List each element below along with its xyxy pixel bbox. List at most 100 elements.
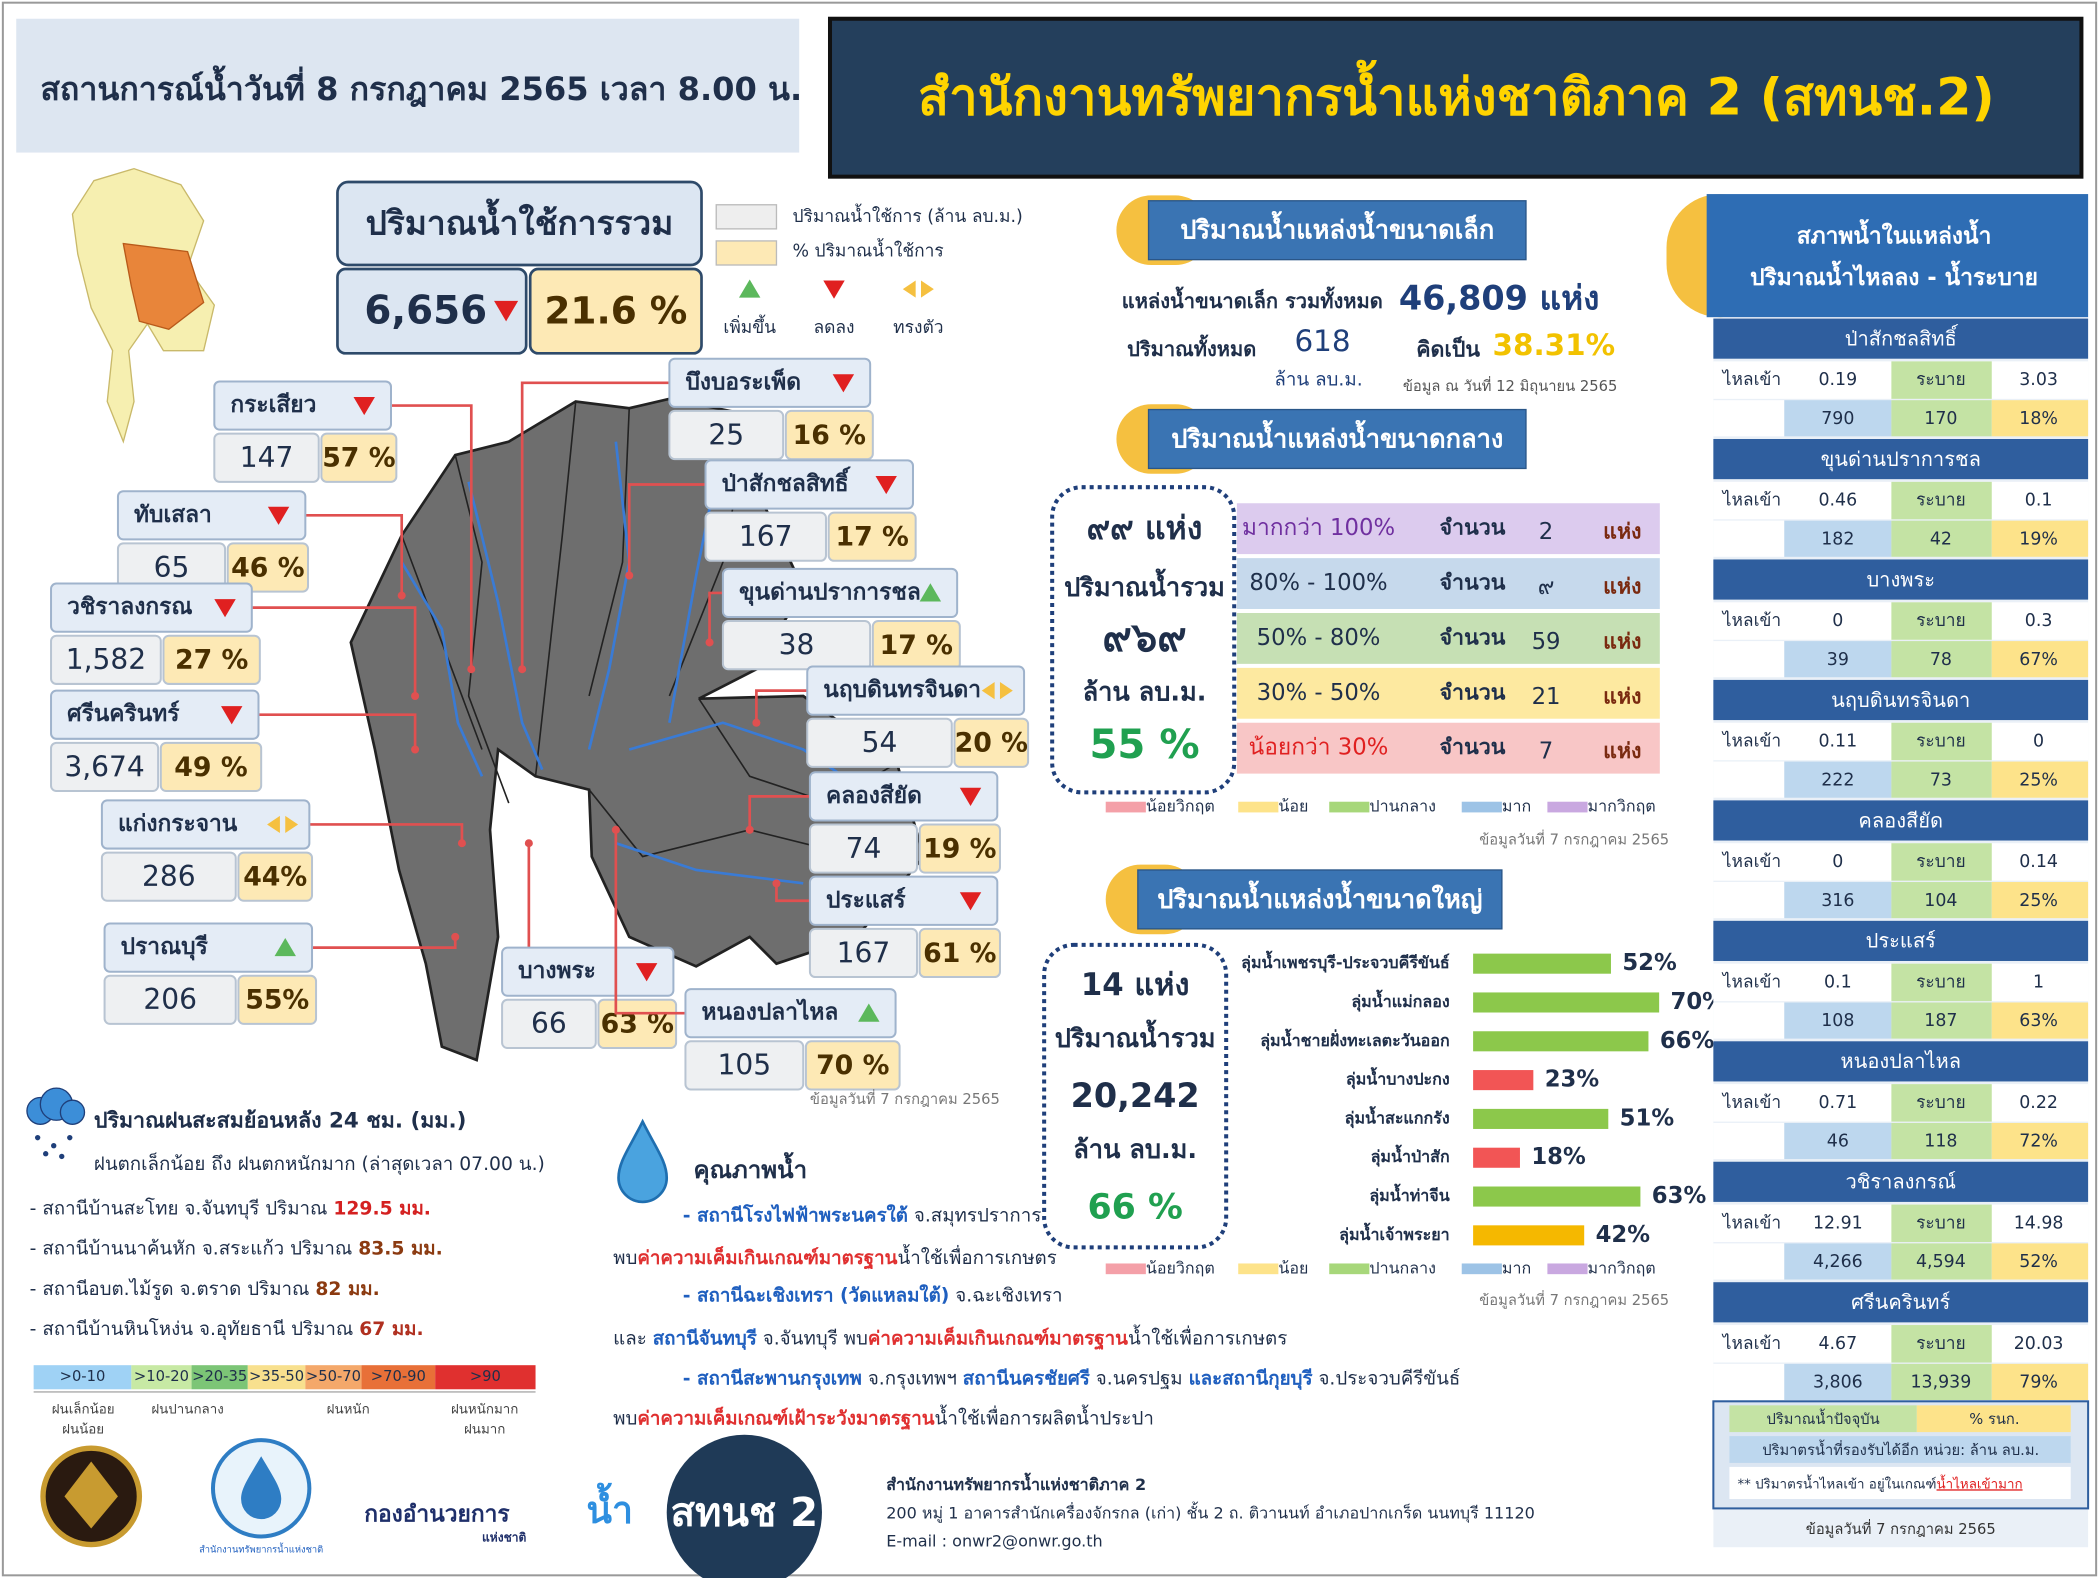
garuda-emblem	[64, 1461, 118, 1529]
inflow-label: ไหลเข้า	[1721, 1092, 1781, 1113]
panel-title-box	[1706, 194, 2089, 318]
rain-scale-cell	[131, 1365, 192, 1390]
table-cell	[1991, 761, 2089, 798]
percent: 25%	[2019, 770, 2058, 790]
trend-icon	[221, 706, 243, 725]
medium-volume-label: ปริมาณน้ำรวม	[1064, 568, 1225, 602]
rain-cloud-icon	[59, 1099, 86, 1125]
trend-icon	[875, 475, 897, 495]
total-volume-box	[336, 267, 528, 355]
level-count-label: จำนวน	[1440, 735, 1506, 760]
percent: 79%	[2019, 1373, 2058, 1393]
table-title: ป่าสักชลสิทธิ์	[1845, 323, 1959, 350]
table-cell	[1891, 481, 1992, 520]
reservoir-name-box	[501, 946, 675, 997]
rain-scale-cell	[361, 1365, 436, 1390]
medium-volume: ๙๖๙	[1102, 615, 1186, 661]
table-cell	[1784, 641, 1892, 678]
badge-text: สทนช 2	[671, 1490, 819, 1536]
reservoir-percent: 17 %	[880, 630, 953, 661]
reservoir-name-box	[806, 665, 1026, 716]
reservoir-volume: 25	[708, 418, 744, 451]
legend-label: ปริมาณน้ำใช้การ (ล้าน ลบ.ม.)	[793, 203, 1023, 227]
legend-note-alert: น้ำไหลเข้ามาก	[1937, 1474, 2023, 1492]
table-header	[1713, 559, 2089, 600]
reservoir-name-box	[668, 357, 872, 408]
level-count: ๙	[1538, 574, 1555, 600]
pointer-line	[775, 883, 810, 903]
section-title: ปริมาณน้ำแหล่งน้ำขนาดใหญ่	[1157, 880, 1482, 914]
table-cell	[1891, 1122, 1992, 1160]
level-count: 59	[1532, 629, 1561, 655]
level-swatch	[1461, 1263, 1502, 1275]
reservoir-percent: 57 %	[322, 443, 395, 474]
command-center-sub: แห่งชาติ	[482, 1530, 526, 1544]
rain-drop-icon	[43, 1151, 49, 1157]
outflow: 3.03	[2019, 370, 2058, 390]
reservoir-volume-box	[806, 717, 953, 768]
table-cell	[1891, 361, 1992, 399]
reservoir-percent-box	[953, 717, 1030, 768]
outflow: 14.98	[2014, 1213, 2064, 1233]
reservoir-volume-box	[808, 823, 918, 874]
legend-label: ปริมาณน้ำปัจจุบัน	[1767, 1408, 1880, 1428]
address-line: 200 หมู่ 1 อาคารสำนักเครื่องจักรกล (เก่า…	[886, 1501, 1535, 1523]
percent: 63%	[2019, 1011, 2058, 1031]
table-title: หนองปลาไหล	[1840, 1049, 1961, 1073]
percent: 19%	[2019, 529, 2058, 549]
large-count: 14 แห่ง	[1081, 967, 1190, 1003]
reservoir-name-box	[721, 567, 959, 619]
large-percent: 66 %	[1087, 1188, 1182, 1228]
basin-name: ลุ่มน้ำบางปะกง	[1346, 1067, 1450, 1090]
reservoir-percent-box	[804, 1040, 901, 1091]
pointer-line	[627, 483, 706, 576]
reservoir-volume-box	[668, 409, 785, 461]
quality-line: - สถานีฉะเชิงเทรา (วัดแหลมใต้) จ.ฉะเชิงเ…	[683, 1283, 1063, 1306]
reservoir-percent-box	[784, 409, 874, 461]
pointer-line	[748, 795, 810, 830]
rain-scale-cell	[191, 1365, 248, 1390]
trend-icon	[921, 280, 934, 298]
panel-title: สภาพน้ำในแหล่งน้ำ	[1797, 218, 1992, 249]
level-swatch	[1547, 801, 1588, 813]
level-swatch	[1329, 1263, 1370, 1275]
table-cell	[1784, 1122, 1892, 1160]
table-cell	[1891, 1243, 1992, 1280]
trend-icon	[635, 963, 658, 982]
outflow-label: ระบาย	[1916, 731, 1966, 751]
reservoir-percent: 49 %	[174, 752, 247, 783]
rain-drop-icon	[34, 1134, 41, 1141]
inflow-label: ไหลเข้า	[1721, 730, 1781, 751]
volume: 182	[1821, 529, 1854, 549]
medium-percent: 55 %	[1089, 722, 1199, 768]
basin-name: ลุ่มน้ำป่าสัก	[1371, 1144, 1450, 1167]
level-range: น้อยกว่า 30%	[1249, 735, 1389, 761]
level-unit: แห่ง	[1603, 684, 1641, 709]
inflow: 4.67	[1818, 1334, 1857, 1354]
rain-scale-label: >10-20	[134, 1368, 189, 1385]
table-cell	[1891, 1002, 1992, 1039]
quality-segment: และสถานีกุยบุรี	[1189, 1367, 1313, 1390]
inflow-label: ไหลเข้า	[1721, 851, 1781, 872]
legend-note: ** ปริมาตรน้ำไหลเข้า อยู่ในเกณฑ์น้ำไหลเข…	[1737, 1474, 2022, 1492]
reservoir-volume: 105	[718, 1049, 772, 1082]
section-title: ปริมาณน้ำแหล่งน้ำขนาดกลาง	[1171, 419, 1503, 453]
inflow: 0.71	[1818, 1093, 1857, 1113]
reservoir-percent-box	[162, 634, 261, 685]
trend-icon	[494, 300, 519, 322]
level-swatch	[1238, 1263, 1279, 1275]
rain-amount: 82 มม.	[315, 1278, 379, 1299]
basin-bar	[1471, 991, 1661, 1014]
rain-station: - สถานีบ้านนาค้นหัก จ.สระแก้ว ปริมาณ 83.…	[30, 1238, 443, 1259]
quality-segment: ค่าความเค็มเกินเกณฑ์มาตรฐาน	[637, 1245, 897, 1270]
basin-name: ลุ่มน้ำท่าจีน	[1369, 1183, 1449, 1206]
capacity: 73	[1930, 770, 1952, 790]
pointer-dot	[411, 691, 420, 700]
table-cell	[1891, 602, 1992, 640]
quality-line: พบค่าความเค็มเกินเกณฑ์มาตรฐานน้ำใช้เพื่อ…	[613, 1244, 1057, 1270]
rain-category: ฝนเล็กน้อย	[52, 1399, 115, 1417]
inflow-label: ไหลเข้า	[1721, 490, 1781, 511]
quality-title: คุณภาพน้ำ	[693, 1151, 807, 1186]
reservoir-name-box	[213, 380, 392, 431]
